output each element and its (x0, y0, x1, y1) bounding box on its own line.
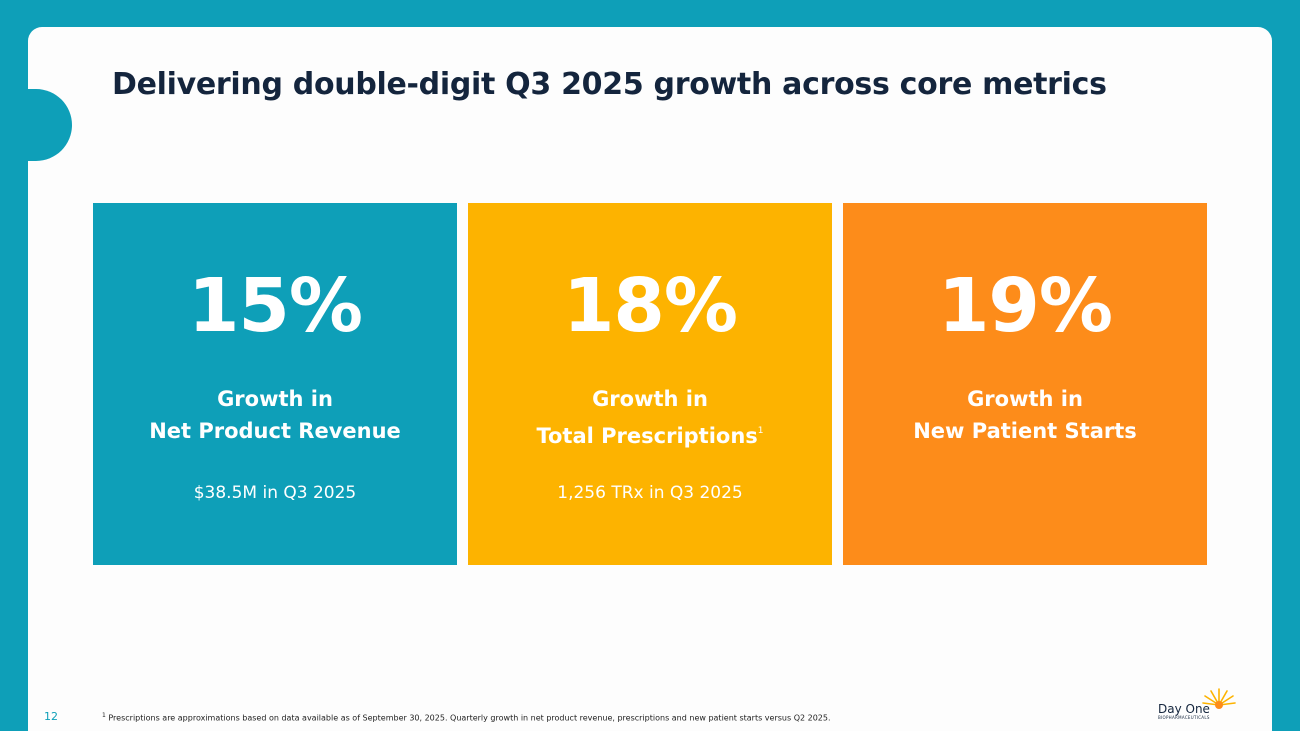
slide-title: Delivering double-digit Q3 2025 growth a… (112, 67, 1107, 102)
sun-icon (1202, 688, 1236, 709)
metric-label-line1: Growth in (967, 387, 1083, 411)
metric-card-prescriptions: 18% Growth in Total Prescriptions1 1,256… (468, 203, 832, 565)
footnote-text: Prescriptions are approximations based o… (108, 713, 831, 723)
metric-value: 15% (187, 263, 363, 349)
metric-card-revenue: 15% Growth in Net Product Revenue $38.5M… (93, 203, 457, 565)
metric-label-line2: New Patient Starts (913, 419, 1137, 443)
metric-value: 18% (562, 263, 738, 349)
metric-label: Growth in Total Prescriptions1 (468, 383, 832, 452)
decorative-tab (28, 89, 72, 161)
footnote-marker: 1 (102, 712, 106, 719)
slide: Delivering double-digit Q3 2025 growth a… (28, 27, 1272, 731)
metric-detail: 1,256 TRx in Q3 2025 (557, 483, 743, 503)
metric-label-line1: Growth in (217, 387, 333, 411)
logo-name: Day One (1158, 702, 1210, 716)
metric-label: Growth in New Patient Starts (843, 383, 1207, 447)
metric-card-new-patients: 19% Growth in New Patient Starts (843, 203, 1207, 565)
metric-label-line2-wrap: Total Prescriptions1 (468, 415, 832, 452)
logo-subtitle: BIOPHARMACEUTICALS (1158, 715, 1210, 720)
metric-value: 19% (937, 263, 1113, 349)
metric-label-line1: Growth in (592, 387, 708, 411)
metric-detail: $38.5M in Q3 2025 (193, 483, 357, 503)
footnote: 1 Prescriptions are approximations based… (102, 712, 831, 723)
page-number: 12 (44, 710, 58, 723)
footnote-superscript: 1 (757, 426, 764, 436)
metric-label: Growth in Net Product Revenue (93, 383, 457, 447)
metric-label-line2: Net Product Revenue (149, 419, 401, 443)
company-logo: Day One BIOPHARMACEUTICALS (1158, 687, 1238, 723)
metric-label-line2: Total Prescriptions (536, 424, 758, 448)
